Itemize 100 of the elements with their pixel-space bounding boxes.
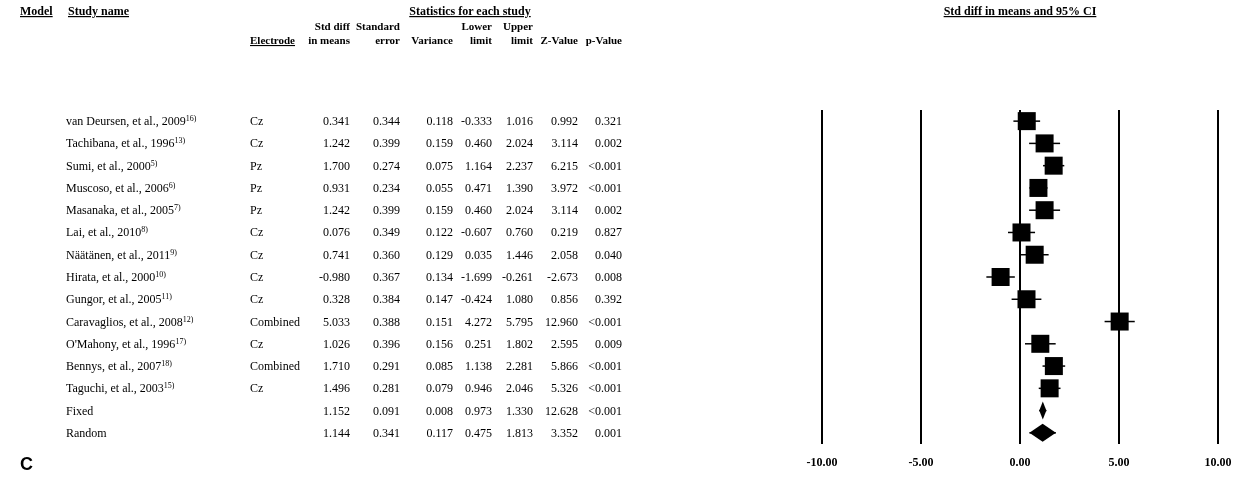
data-label: 0.009 xyxy=(595,336,622,351)
data-label: 0.002 xyxy=(595,203,622,218)
data-label: 0.117 xyxy=(426,425,453,440)
text: <0.001 xyxy=(588,359,622,374)
x-tick-label: -10.00 xyxy=(806,455,838,469)
text: Model xyxy=(20,4,54,18)
data-label: 5.866 xyxy=(551,359,578,374)
data-label: 1.138 xyxy=(465,359,492,374)
data-label: 0.079 xyxy=(426,381,453,396)
y-tick-label: Caravaglios, et al., 2008$^{12)}$ xyxy=(66,314,194,329)
data-label: 12.628 xyxy=(545,403,578,418)
text: Cz xyxy=(250,136,264,151)
data-label: 0.741 xyxy=(323,247,350,262)
data-label: 0.460 xyxy=(465,136,492,151)
data-label: 0.274 xyxy=(373,158,400,173)
point xyxy=(1012,223,1031,242)
data-label: 3.972 xyxy=(551,180,578,195)
y-tick-label: O'Mahony, et al., 1996$^{17)}$ xyxy=(66,336,187,351)
text: C xyxy=(20,454,33,474)
data-label: 1.080 xyxy=(506,292,533,307)
data-label: -0.333 xyxy=(461,114,492,129)
x-tick-label: 0.00 xyxy=(1009,455,1031,469)
data-label: 0.281 xyxy=(373,381,400,396)
data-label: 1.813 xyxy=(506,425,533,440)
data-label: 1.446 xyxy=(506,247,533,262)
data-label: 0.471 xyxy=(465,180,492,195)
data-label: 1.496 xyxy=(323,381,350,396)
y-tick-label: Taguchi, et al., 2003$^{15)}$ xyxy=(66,380,175,396)
x-tick-label: Z-Value xyxy=(540,34,579,46)
point xyxy=(991,268,1010,286)
data-label: 0.159 xyxy=(426,136,453,151)
data-label: 2.237 xyxy=(506,158,533,173)
x-tick-label: Lower limit xyxy=(461,20,493,46)
text: Cz xyxy=(250,270,264,284)
data-label: 0.475 xyxy=(465,425,492,440)
x-tick-label: Std diff in means xyxy=(308,20,351,46)
data-label: 0.460 xyxy=(465,203,492,218)
data-label: 0.122 xyxy=(426,225,453,240)
text: <0.001 xyxy=(588,403,622,418)
text: Combined xyxy=(250,359,300,374)
data-label: 0.399 xyxy=(373,136,400,151)
data-label: 2.281 xyxy=(506,359,533,374)
data-label: 0.388 xyxy=(373,314,400,329)
x-tick-label: 5.00 xyxy=(1108,455,1130,469)
point xyxy=(1017,112,1036,131)
chart-title: Std diff in means and 95% CI xyxy=(943,4,1097,18)
data-label: 1.390 xyxy=(506,180,533,195)
text: Combined xyxy=(250,314,300,329)
data-label: 0.856 xyxy=(551,292,578,307)
data-label: 0.399 xyxy=(373,203,400,218)
data-label: 0.396 xyxy=(373,336,400,351)
data-label: 0.234 xyxy=(373,180,400,195)
data-label: 0.360 xyxy=(373,247,400,262)
data-label: 0.251 xyxy=(465,336,492,351)
data-label: 2.024 xyxy=(506,136,533,151)
data-label: 0.147 xyxy=(426,292,453,307)
y-axis-title: Study name xyxy=(68,4,130,18)
data-label: 0.085 xyxy=(426,359,453,374)
data-label: 0.129 xyxy=(426,247,453,262)
data-label: 0.392 xyxy=(595,292,622,307)
data-label: 2.046 xyxy=(506,381,533,396)
data-label: 0.291 xyxy=(373,359,400,374)
data-label: 3.114 xyxy=(551,203,578,218)
y-tick-label: Gungor, et al., 2005$^{11)}$ xyxy=(66,291,173,307)
text: <0.001 xyxy=(588,381,622,396)
x-tick-label: p-Value xyxy=(585,34,623,46)
y-tick-label: Hirata, et al., 2000$^{10)}$ xyxy=(66,269,167,284)
y-tick-label: Lai, et al., 2010$^{8)}$ xyxy=(66,224,149,240)
text: Cz xyxy=(250,247,264,262)
data-label: 5.795 xyxy=(506,314,533,329)
data-label: 0.008 xyxy=(426,403,453,418)
data-label: 6.215 xyxy=(551,158,578,173)
x-tick-label: -5.00 xyxy=(908,455,934,469)
data-label: 0.344 xyxy=(373,114,400,129)
data-label: 0.341 xyxy=(373,425,400,440)
data-label: 1.242 xyxy=(323,136,350,151)
y-tick-label: Näätänen, et al., 2011$^{9)}$ xyxy=(66,247,178,262)
point xyxy=(1035,201,1054,220)
y-tick-label: Sumi, et al., 2000$^{5)}$ xyxy=(66,158,158,173)
data-label: 3.114 xyxy=(551,136,578,151)
point xyxy=(1017,290,1036,309)
text: Pz xyxy=(250,158,262,173)
data-label: 0.321 xyxy=(595,114,622,129)
data-label: 0.992 xyxy=(551,114,578,129)
data-label: 1.164 xyxy=(465,158,492,173)
text: Cz xyxy=(250,336,264,351)
text: <0.001 xyxy=(588,158,622,173)
data-label: 0.159 xyxy=(426,203,453,218)
data-label: 2.024 xyxy=(506,203,533,218)
data-label: 0.827 xyxy=(595,225,622,240)
data-label: 0.008 xyxy=(595,270,622,284)
text: <0.001 xyxy=(588,180,622,195)
x-tick-label: 10.00 xyxy=(1204,455,1232,469)
x-tick-label: Standard error xyxy=(355,20,401,46)
data-label: -1.699 xyxy=(461,270,492,284)
data-label: 1.152 xyxy=(323,403,350,418)
data-label: 0.349 xyxy=(373,225,400,240)
data-label: 3.352 xyxy=(551,425,578,440)
data-label: 0.219 xyxy=(551,225,578,240)
text: <0.001 xyxy=(588,314,622,329)
